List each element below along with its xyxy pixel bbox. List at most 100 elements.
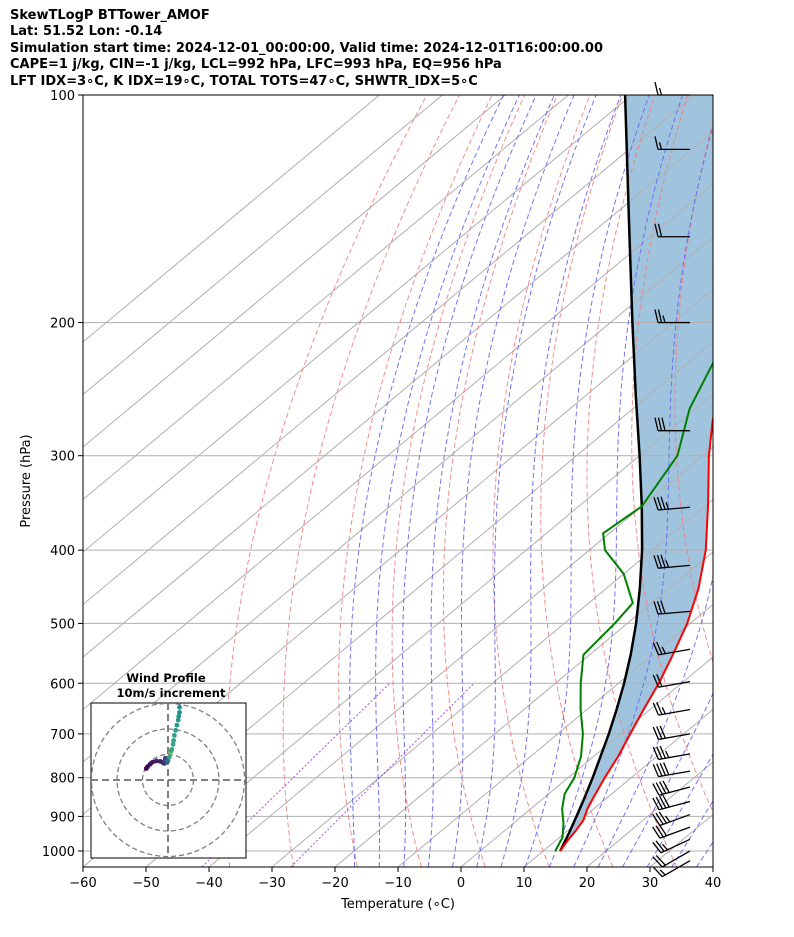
barb-flag [657,223,663,237]
moist-adiabat [500,95,622,867]
wind-barb [653,600,691,615]
barb-flag [659,745,666,759]
hodograph-subtitle: 10m/s increment [117,686,226,700]
isotherm-line [83,95,443,396]
y-tick-label: 1000 [42,845,75,860]
wind-barb [652,811,691,827]
barb-shaft [658,753,691,761]
hodograph-point [165,758,171,764]
hodograph-point [176,713,182,719]
wind-barb [653,496,691,511]
barb-flag [652,764,660,777]
barb-shaft [658,733,691,741]
barb-flag [656,554,663,569]
station-title: SkewTLogP BTTower_AMOF [10,8,210,23]
moist-adiabat [524,95,650,867]
barb-flag [658,824,668,837]
barb-flag [659,795,667,809]
hodograph-point [154,758,159,764]
isotherm-line [460,656,713,867]
barb-flag [658,811,668,824]
moist-adiabat [548,95,683,867]
barb-flag [656,726,663,740]
hodograph-point [166,754,172,760]
dry-adiabat [586,95,678,867]
wind-barb [652,641,691,656]
barb-flag [652,726,660,740]
barb-flag [652,746,660,760]
barb-half-flag [662,843,668,851]
isotherm-line [83,95,380,343]
barb-flag [652,674,660,688]
barb-flag [655,812,664,825]
wind-barb [652,725,691,741]
wind-barb [652,745,691,761]
barb-shaft [658,506,691,511]
y-tick-label: 600 [50,677,75,692]
barb-flag [655,796,664,810]
x-tick-label: −30 [258,876,285,891]
y-tick-label: 900 [50,810,75,825]
hodograph-point [174,722,180,728]
barb-half-flag [661,646,666,654]
barb-flag [652,856,663,868]
barb-shaft [661,860,691,878]
y-tick-label: 400 [50,544,75,559]
isotherm-line [83,95,632,553]
moist-adiabat-lines [349,95,713,867]
dewpoint-line [554,360,713,852]
barb-flag [652,702,660,716]
barb-half-flag [661,707,666,715]
hodograph-point [169,747,175,752]
x-tick-label: 20 [579,876,596,891]
barb-flag [655,855,666,866]
barb-shaft [658,648,691,656]
barb-flag [663,762,670,776]
x-tick-label: −10 [384,876,411,891]
hodograph-point [171,738,177,743]
barb-flag [654,81,659,96]
hodograph-point [177,703,183,705]
wind-barb [654,309,690,324]
barb-flag [654,223,659,237]
barb-shaft [661,850,691,868]
barb-flag [654,417,659,431]
isotherm-line [83,95,695,606]
barb-flag [656,600,663,615]
barb-flag [653,497,659,511]
dry-adiabat [282,95,460,867]
barb-half-flag [665,502,670,510]
x-tick-label: −50 [132,876,159,891]
y-tick-label: 100 [50,89,75,104]
hodograph-point [150,759,156,765]
hodograph-point [173,727,179,733]
hodograph-point [177,704,182,710]
barb-shaft [659,813,691,827]
wind-barb [654,223,690,238]
profile-lines [554,95,713,852]
barb-shaft [658,786,691,796]
barb-shaft [658,680,691,688]
barb-flag [652,813,661,826]
barb-flag [660,600,666,614]
barb-half-flag [664,815,671,823]
moist-adiabat [597,573,713,867]
mixing-ratio-lines [201,682,475,867]
barb-flag [660,554,666,568]
dry-adiabat [674,119,713,664]
chart-header: SkewTLogP BTTower_AMOF Lat: 51.52 Lon: -… [10,8,603,90]
isotherm-line [83,183,713,711]
x-axis-label: Temperature (∘C) [340,897,455,912]
barb-shaft [658,800,691,811]
dry-adiabat [717,95,794,867]
wind-barb [652,838,691,854]
hodograph-ring [91,703,246,858]
x-tick-label: 40 [705,876,722,891]
barb-flag [656,701,663,715]
barb-flag [652,642,660,656]
hodograph-area [91,703,246,858]
barb-flag [656,674,663,687]
barb-shaft [658,770,691,778]
isotherm-line [145,393,713,867]
